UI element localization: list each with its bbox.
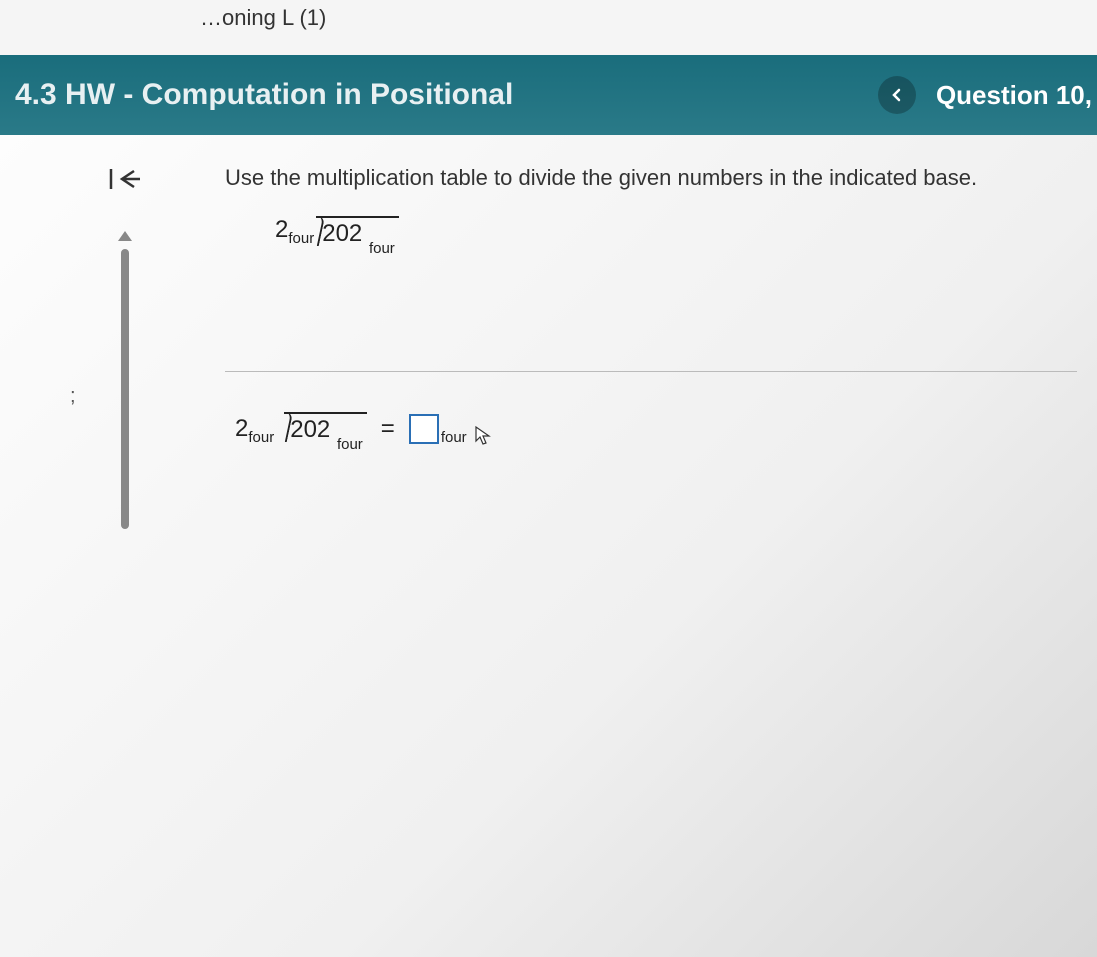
dividend-value: 202	[322, 220, 362, 247]
header-nav: Question 10,	[878, 76, 1097, 114]
division-problem: 2 four 202 four	[225, 216, 1077, 251]
scroll-up-icon[interactable]	[118, 231, 132, 241]
answer-divisor: 2 four	[235, 415, 274, 443]
answer-divisor-value: 2	[235, 415, 248, 443]
question-body: Use the multiplication table to divide t…	[210, 135, 1097, 957]
assignment-header: 4.3 HW - Computation in Positional Quest…	[0, 55, 1097, 135]
collapse-left-icon	[108, 165, 142, 193]
divisor-value: 2	[275, 216, 288, 244]
left-gutter: ;	[0, 135, 210, 957]
long-division-symbol: 202 four	[316, 216, 399, 251]
assignment-title: 4.3 HW - Computation in Positional	[15, 78, 513, 112]
cursor-icon	[473, 425, 493, 454]
browser-tab-fragment: …oning L (1)	[0, 0, 1097, 55]
scroll-thumb[interactable]	[121, 249, 129, 529]
chevron-left-icon	[890, 88, 904, 102]
collapse-panel-button[interactable]	[108, 165, 142, 201]
equals-sign: =	[381, 415, 395, 443]
answer-dividend-base: four	[337, 436, 363, 453]
prev-question-button[interactable]	[878, 76, 916, 114]
answer-input[interactable]	[409, 414, 439, 444]
answer-longdiv: 202 four	[284, 412, 367, 447]
section-divider	[225, 371, 1077, 372]
answer-result-base: four	[441, 429, 467, 446]
question-number-label: Question 10,	[936, 80, 1092, 111]
content-area: ; Use the multiplication table to divide…	[0, 135, 1097, 957]
tab-fragment-text: …oning L (1)	[200, 5, 326, 30]
answer-dividend-value: 202	[290, 416, 330, 443]
dividend-base: four	[369, 240, 395, 257]
instruction-text: Use the multiplication table to divide t…	[225, 165, 1077, 191]
answer-row: 2 four 202 four = four	[225, 412, 1077, 447]
answer-divisor-base: four	[248, 429, 274, 446]
scrollbar[interactable]	[120, 231, 130, 831]
colon-decoration: ;	[70, 385, 76, 408]
